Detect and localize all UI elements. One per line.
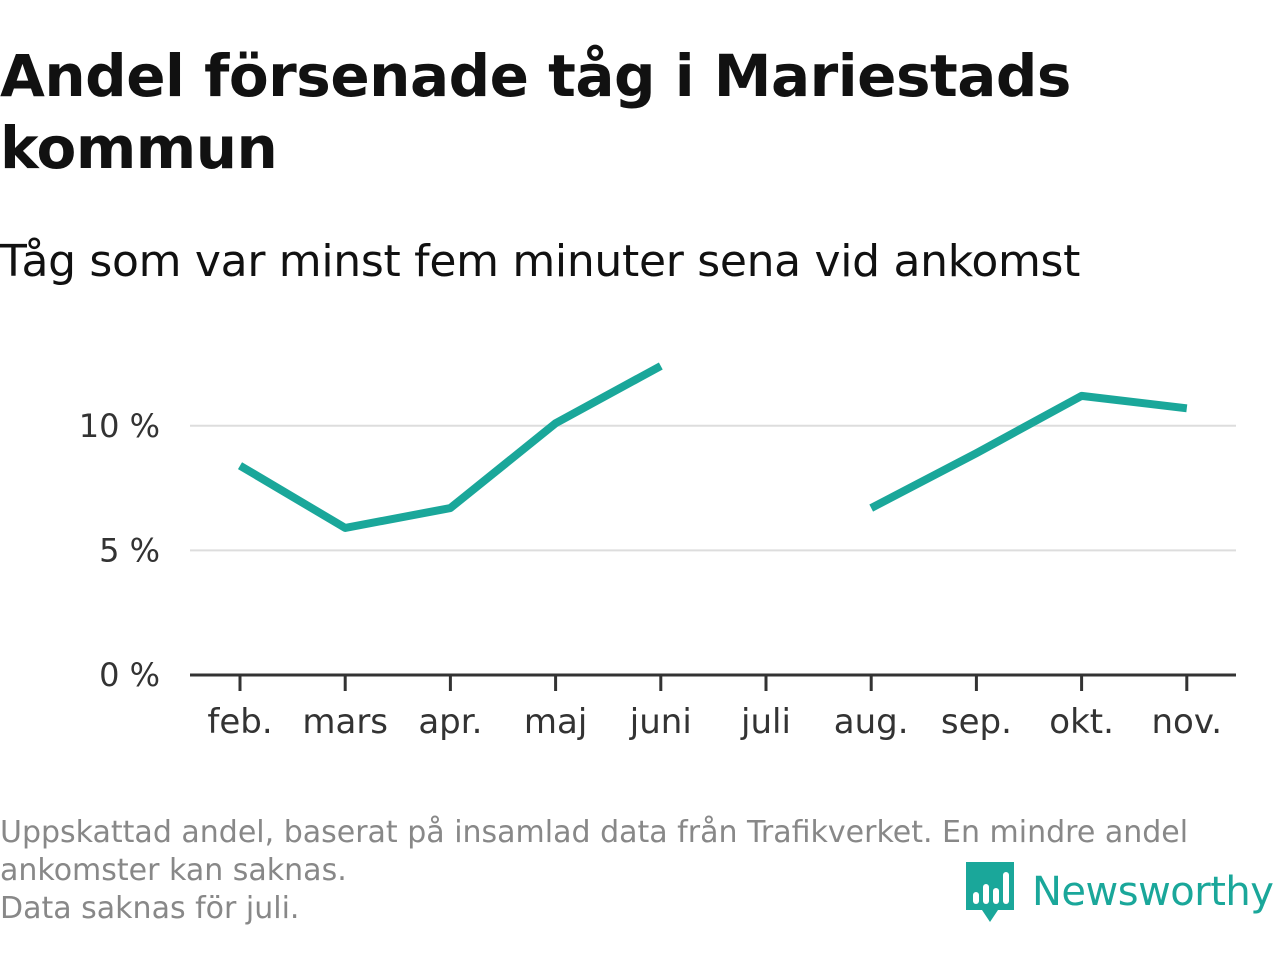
x-tick-label: juli bbox=[740, 702, 791, 742]
series-line-segment bbox=[869, 391, 1188, 512]
brand-logo-block: Newsworthy bbox=[964, 860, 1274, 924]
x-tick-label: maj bbox=[524, 702, 587, 742]
footnote-missing-data: Data saknas för juli. bbox=[0, 891, 300, 926]
x-tick-label: sep. bbox=[941, 702, 1012, 742]
x-tick-label: okt. bbox=[1049, 702, 1114, 742]
series-lines bbox=[237, 362, 1188, 532]
newsworthy-bar-chart-bubble-icon bbox=[966, 862, 1014, 922]
brand-name: Newsworthy bbox=[1032, 869, 1274, 915]
chart-title: Andel försenade tåg i Mariestads kommun bbox=[0, 42, 1071, 182]
y-axis-tick-labels: 0 % 5 % 10 % bbox=[79, 407, 160, 694]
grid-lines bbox=[190, 424, 1236, 552]
x-tick-label: aug. bbox=[834, 702, 909, 742]
x-tick-label: nov. bbox=[1151, 702, 1222, 742]
y-tick-label: 10 % bbox=[79, 407, 160, 445]
x-tick-label: apr. bbox=[418, 702, 482, 742]
series-line-segment bbox=[237, 362, 663, 532]
footnote: Uppskattad andel, baserat på insamlad da… bbox=[0, 814, 1270, 928]
y-tick-label: 5 % bbox=[99, 531, 160, 569]
footnote-source: Uppskattad andel, baserat på insamlad da… bbox=[0, 815, 1189, 888]
chart-subtitle: Tåg som var minst fem minuter sena vid a… bbox=[0, 236, 1081, 287]
x-axis-ticks: feb. mars apr. maj juni juli aug. sep. okt. nov. bbox=[207, 675, 1222, 742]
x-tick-label: mars bbox=[302, 702, 388, 742]
x-tick-label: feb. bbox=[207, 702, 272, 742]
x-tick-label: juni bbox=[629, 702, 692, 742]
line-chart: 0 % 5 % 10 % feb. mars apr. maj juni juli aug. se… bbox=[79, 362, 1236, 742]
y-tick-label: 0 % bbox=[99, 656, 160, 694]
